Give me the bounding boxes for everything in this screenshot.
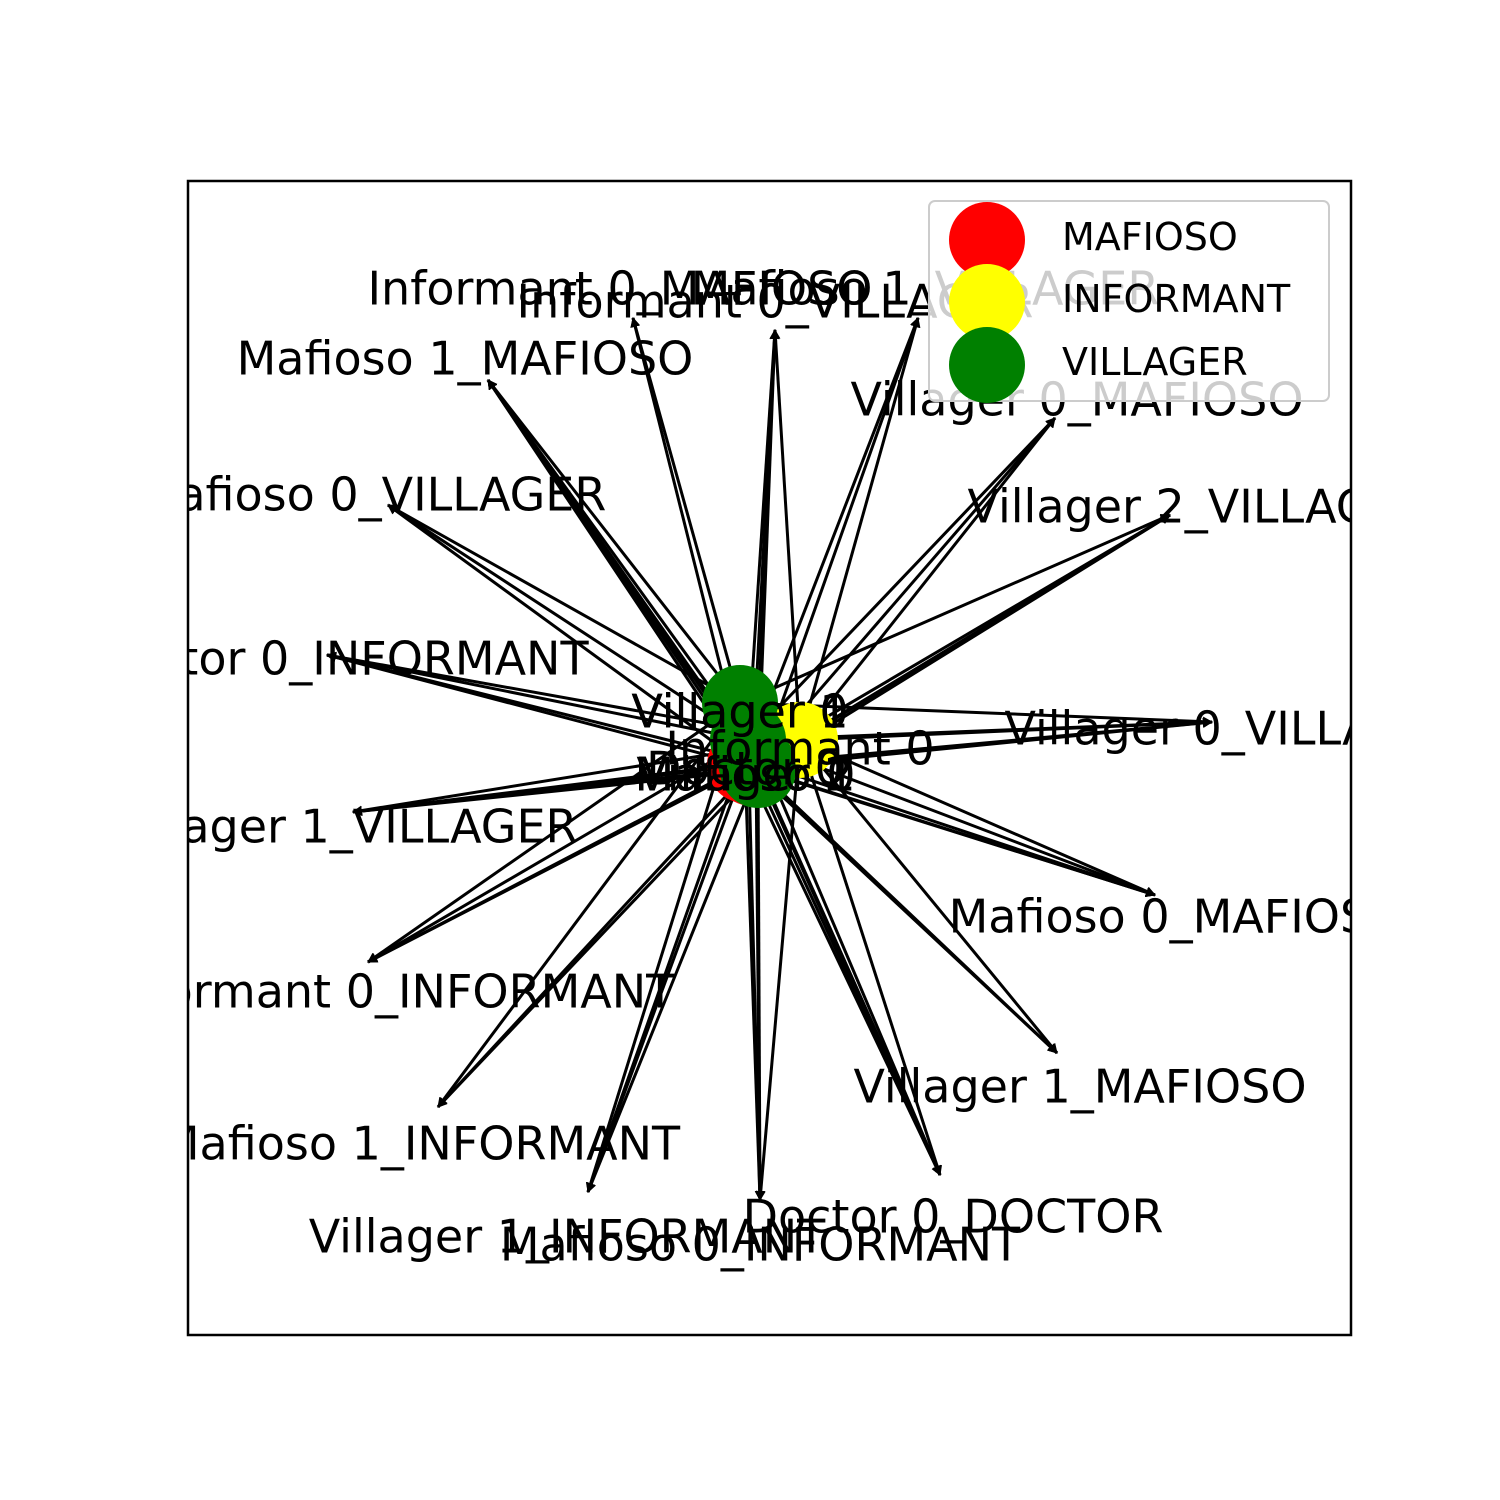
plot-frame [186, 179, 1353, 1337]
edge-villager-1-to-villager-0-villager [770, 717, 1213, 741]
node-label-doctor-0-doctor: Doctor 0_DOCTOR [743, 1190, 1164, 1244]
node-label-villager-0: Villager 0 [631, 685, 848, 739]
legend: MAFIOSO INFORMANT VILLAGER [928, 200, 1330, 403]
edge-villager-1-to-mafioso-0-villager [387, 503, 730, 729]
node-label-villager-2-villager: Villager 2_VILLAGER [968, 480, 1433, 534]
edge-informant-0-to-mafioso-1-villager [804, 317, 921, 719]
node-label-villager-0-villager: Villager 0_VILLAGER [1005, 702, 1470, 756]
node-label-mafioso-0-informant: Mafioso 0_INFORMANT [500, 1218, 1021, 1272]
edge-villager-1-to-mafioso-0-mafioso [768, 746, 1156, 897]
node-label-villager-1-informant: Villager 1_INFORMANT [309, 1210, 826, 1264]
node-label-mafioso-0-mafioso: Mafioso 0_MAFIOSO [949, 890, 1406, 944]
node-label-mafioso-1-informant: Mafioso 1_INFORMANT [160, 1117, 681, 1171]
legend-label-informant: INFORMANT [1062, 277, 1291, 321]
edge-villager-2-to-villager-2-villager [776, 513, 1171, 760]
legend-box [928, 200, 1330, 402]
node-label-informant-0-informant: Informant 0_INFORMANT [106, 965, 675, 1019]
edge-villager-1-to-doctor-0-informant [326, 651, 726, 737]
node-label-villager-1-mafioso: Villager 1_MAFIOSO [853, 1060, 1306, 1114]
edges-layer [326, 317, 1213, 1201]
legend-marker-villager [949, 327, 1025, 403]
edge-informant-0-to-mafioso-0-mafioso [820, 747, 1156, 897]
edge-mafioso-1-to-villager-0-mafioso [765, 417, 1057, 752]
edge-informant-0-to-villager-0-mafioso [813, 417, 1057, 724]
node-label-informant-0: Informant 0 [665, 722, 934, 776]
edge-mafioso-0-to-mafioso-0-villager [387, 503, 728, 753]
edge-villager-0-to-mafioso-0-villager [387, 503, 721, 694]
node-label-mafioso-0-villager: Mafioso 0_VILLAGER [138, 468, 607, 522]
edge-villager-1-to-informant-0-informant [367, 750, 730, 964]
edge-doctor-0-to-doctor-0-informant [326, 652, 735, 758]
edge-villager-1-to-informant-0-villager [748, 329, 780, 718]
edge-informant-0-to-villager-1-mafioso [813, 756, 1059, 1054]
edge-informant-0-to-mafioso-0-informant [755, 762, 800, 1201]
legend-label-villager: VILLAGER [1062, 340, 1248, 384]
edge-villager-2-to-mafioso-1-villager [764, 317, 920, 750]
node-label-mafioso-1-mafioso: Mafioso 1_MAFIOSO [237, 332, 694, 386]
legend-label-mafioso: MAFIOSO [1062, 215, 1238, 259]
node-label-mafioso-0: Mafioso 0 [635, 748, 856, 802]
node-label-villager-1-villager: Villager 1_VILLAGER [113, 800, 578, 854]
edge-villager-0-to-mafioso-1-mafioso [486, 379, 728, 686]
node-label-villager-2: Villager 2 [636, 748, 853, 802]
edge-informant-0-to-doctor-0-informant [326, 651, 778, 738]
edge-informant-0-to-villager-1-villager [352, 742, 778, 816]
node-label-villager-1: Villager 1 [631, 685, 848, 739]
edge-villager-2-to-mafioso-1-mafioso [486, 379, 747, 753]
node-label-informant-0-mafioso: Informant 0_MAFIOSO [367, 262, 872, 316]
edge-doctor-0-to-informant-0-informant [367, 771, 737, 964]
edge-villager-2-to-doctor-0-doctor [765, 790, 942, 1176]
legend-marker-informant [949, 264, 1025, 340]
edge-mafioso-0-to-mafioso-1-villager [751, 317, 920, 745]
edge-villager-2-to-villager-1-villager [352, 770, 736, 817]
edge-villager-2-to-mafioso-0-informant [754, 792, 765, 1201]
edge-villager-0-to-informant-0-mafioso [630, 317, 736, 682]
edge-villager-1-to-villager-0-mafioso [762, 416, 1057, 725]
edge-villager-2-to-mafioso-1-informant [436, 785, 744, 1109]
edge-villager-0-to-villager-0-villager [762, 702, 1213, 727]
edge-villager-0-to-villager-2-villager [760, 513, 1171, 696]
edge-mafioso-1-to-villager-0-villager [774, 717, 1213, 768]
edge-villager-0-to-villager-1-informant [585, 724, 735, 1193]
edge-villager-2-to-villager-1-informant [586, 790, 751, 1193]
edge-villager-0-to-mafioso-1-informant [436, 720, 728, 1108]
node-label-doctor-0-informant: Doctor 0_INFORMANT [91, 632, 589, 686]
nodes-layer [702, 665, 838, 808]
edge-informant-0-to-doctor-0-doctor [805, 761, 943, 1176]
edge-villager-0-to-informant-0-informant [367, 714, 723, 964]
edge-villager-1-to-mafioso-0-informant [747, 762, 765, 1201]
legend-marker-mafioso [949, 202, 1025, 278]
node-label-mafioso-1: Mafioso 1 [635, 748, 856, 802]
edge-villager-2-to-villager-1-mafioso [773, 784, 1059, 1055]
edge-informant-0-to-informant-0-villager [770, 329, 801, 718]
node-label-doctor-0: Doctor 0 [646, 742, 844, 796]
edge-villager-1-to-villager-1-informant [586, 760, 742, 1193]
node-doctor-0 [718, 724, 794, 800]
